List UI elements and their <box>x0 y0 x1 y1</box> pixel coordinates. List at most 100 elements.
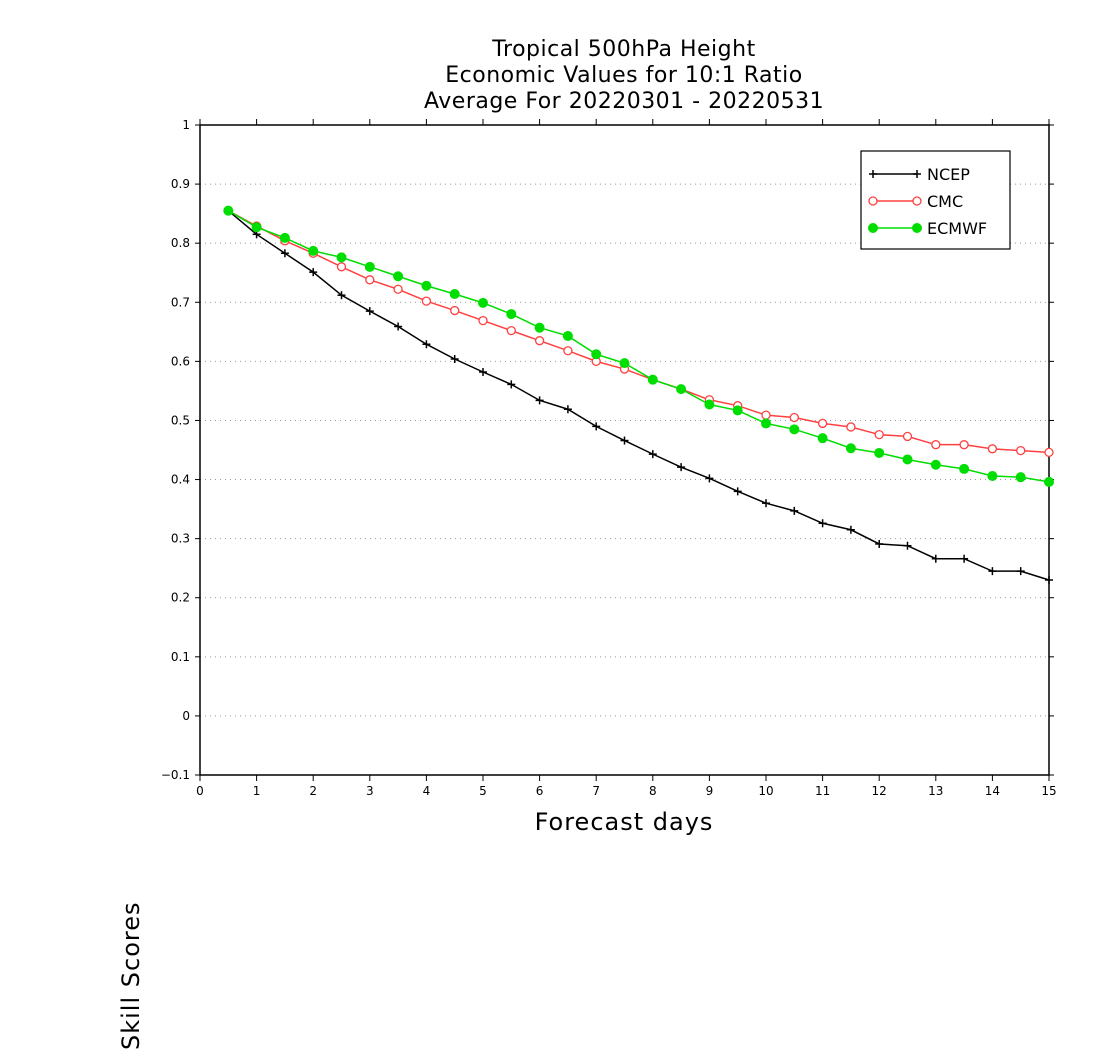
series-ecmwf <box>223 205 1054 487</box>
legend-label-cmc: CMC <box>927 192 963 211</box>
data-point-ncep <box>846 525 855 534</box>
legend-marker-ncep <box>869 170 877 178</box>
data-point-cmc <box>534 336 545 346</box>
data-point-cmc <box>761 410 771 420</box>
data-point-ncep <box>818 519 827 528</box>
data-point-ncep <box>1045 576 1053 584</box>
data-point-ecmwf <box>874 447 885 458</box>
data-point-ncep <box>563 405 572 414</box>
data-point-cmc <box>874 429 884 440</box>
data-point-ecmwf <box>393 271 404 282</box>
legend-marker-ecmwf <box>868 223 878 233</box>
grid-lines <box>200 183 1049 717</box>
line-chart: −0.100.10.20.30.40.50.60.70.80.910 1 2 3 4 5 6… <box>161 118 1057 798</box>
data-point-ncep <box>592 422 601 431</box>
x-tick-label: 4 <box>423 784 431 798</box>
data-point-ecmwf <box>1044 476 1054 487</box>
chart-title-line-3: Average For 20220301 - 20220531 <box>424 89 825 114</box>
x-tick-label: 8 <box>649 784 657 798</box>
x-tick-label: 12 <box>872 784 887 798</box>
legend-item-ncep: NCEP <box>869 165 970 184</box>
data-point-ecmwf <box>817 433 828 444</box>
data-point-ncep <box>903 541 912 550</box>
y-tick-label: 0.3 <box>171 532 190 546</box>
y-tick-label: 0.4 <box>171 473 190 487</box>
x-tick-label: 11 <box>815 784 830 798</box>
data-point-cmc <box>563 346 573 356</box>
data-point-ecmwf <box>845 443 856 454</box>
data-point-cmc <box>1044 447 1054 458</box>
series-line-ncep <box>227 210 1050 581</box>
data-point-cmc <box>789 412 799 423</box>
data-point-cmc <box>817 418 828 429</box>
y-tick-label: 0.5 <box>171 413 190 427</box>
x-tick-label: 10 <box>758 784 773 798</box>
data-point-ecmwf <box>619 358 630 369</box>
data-point-ecmwf <box>704 399 715 410</box>
data-point-cmc <box>365 275 375 285</box>
chart-title-line-2: Economic Values for 10:1 Ratio <box>445 63 803 88</box>
series-group <box>223 205 1054 584</box>
y-tick-label: 0.1 <box>171 650 190 664</box>
data-point-ecmwf <box>930 459 941 470</box>
data-point-ecmwf <box>251 222 262 233</box>
data-point-cmc <box>393 284 403 294</box>
data-point-ecmwf <box>279 232 290 243</box>
legend-marker-cmc <box>912 196 922 206</box>
y-tick-label: 0.6 <box>171 354 190 368</box>
data-point-ncep <box>479 368 487 376</box>
data-point-cmc <box>506 325 516 336</box>
data-point-ncep <box>620 436 629 445</box>
data-point-ecmwf <box>364 261 375 272</box>
x-tick-label: 9 <box>706 784 714 798</box>
x-tick-label: 13 <box>928 784 943 798</box>
x-tick-label: 14 <box>985 784 1000 798</box>
data-point-ncep <box>790 506 799 515</box>
data-point-ncep <box>337 291 346 300</box>
data-point-ecmwf <box>732 405 743 416</box>
data-point-ncep <box>705 474 714 483</box>
data-point-ncep <box>960 554 969 563</box>
y-tick-label: 0.7 <box>171 295 190 309</box>
legend-item-cmc: CMC <box>868 192 963 211</box>
data-point-ncep <box>535 396 544 405</box>
data-point-cmc <box>959 440 969 450</box>
data-point-ncep <box>988 567 997 576</box>
data-point-ecmwf <box>534 322 545 333</box>
x-axis-label: Forecast days <box>534 808 714 836</box>
data-point-ncep <box>875 539 884 548</box>
legend-marker-ecmwf <box>912 223 922 233</box>
data-point-ncep <box>507 380 516 389</box>
data-point-ecmwf <box>761 418 771 429</box>
y-tick-label: 0 <box>182 709 190 723</box>
data-point-ncep <box>762 499 770 508</box>
legend-label-ncep: NCEP <box>927 165 970 184</box>
x-tick-label: 5 <box>479 784 487 798</box>
legend-item-ecmwf: ECMWF <box>868 219 987 238</box>
data-point-ecmwf <box>336 252 347 263</box>
data-point-ncep <box>422 340 431 349</box>
legend: NCEP CMC ECMWF <box>860 150 1011 250</box>
data-point-ncep <box>365 307 374 316</box>
x-tick-label: 0 <box>196 784 204 798</box>
data-point-cmc <box>931 440 941 450</box>
data-point-cmc <box>1016 445 1026 456</box>
data-point-ecmwf <box>421 280 432 291</box>
data-point-cmc <box>478 315 488 326</box>
data-point-ncep <box>1016 567 1025 576</box>
x-tick-label: 3 <box>366 784 374 798</box>
data-point-ecmwf <box>308 245 319 256</box>
legend-marker-ncep <box>913 170 921 178</box>
data-point-ecmwf <box>1015 472 1026 483</box>
data-point-ncep <box>733 487 742 496</box>
x-tick-label: 15 <box>1041 784 1056 798</box>
series-line-cmc <box>227 210 1050 454</box>
data-point-ncep <box>280 249 289 258</box>
data-point-ecmwf <box>987 471 998 481</box>
y-tick-label: 1 <box>182 118 190 132</box>
data-point-ecmwf <box>223 205 234 216</box>
data-point-ecmwf <box>647 374 658 385</box>
legend-label-ecmwf: ECMWF <box>927 219 987 238</box>
legend-marker-cmc <box>868 196 878 206</box>
x-tick-label: 6 <box>536 784 544 798</box>
